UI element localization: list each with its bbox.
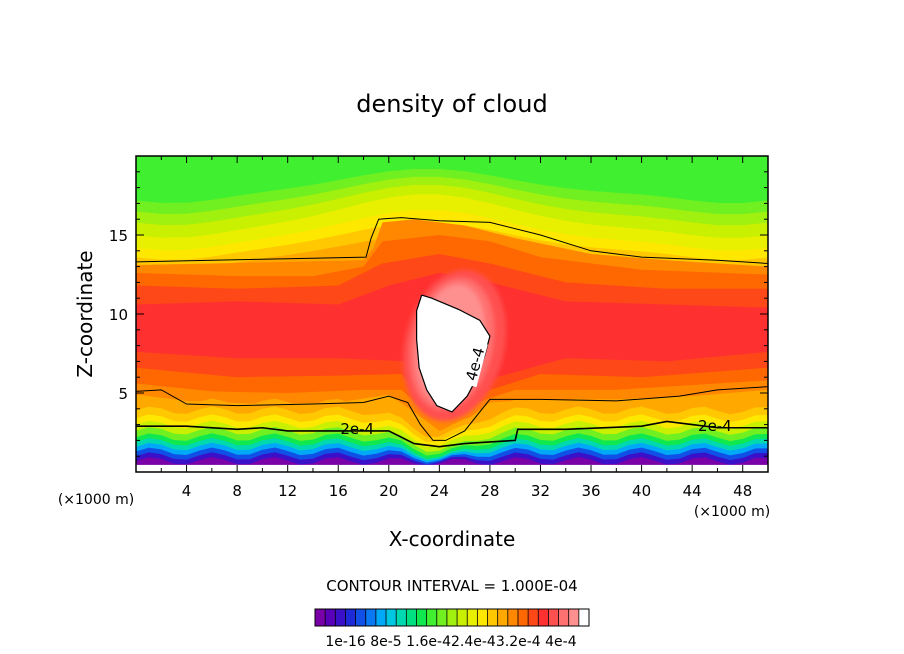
x-tick-label: 28 <box>480 482 499 500</box>
x-tick-label: 16 <box>329 482 348 500</box>
colorbar-swatch <box>487 609 498 626</box>
contour-label-bg <box>460 340 488 388</box>
contour-2e4 <box>136 420 768 448</box>
x-axis: 4 8 12 16 20 24 28 32 36 40 44 48 <box>160 156 752 500</box>
colorbar-swatch <box>457 609 468 626</box>
y-tick-label: 10 <box>109 306 128 324</box>
colorbar-swatch <box>375 609 387 626</box>
x-tick-label: 12 <box>278 482 297 500</box>
colorbar-swatch <box>517 609 529 626</box>
colorbar-frame <box>314 608 590 627</box>
colorbar-swatch <box>528 609 539 626</box>
x-unit-left: (×1000 m) <box>58 492 134 508</box>
colorbar-swatch <box>558 609 570 626</box>
x-tick-label: 48 <box>733 482 752 500</box>
contour-upper <box>136 217 768 264</box>
colorbar-swatch <box>386 609 397 626</box>
x-tick-label: 32 <box>531 482 550 500</box>
field-ground-gap <box>136 464 768 472</box>
y-axis: 5 10 15 <box>109 171 768 457</box>
colorbar-swatch <box>578 609 590 626</box>
contour-labels: 2e-4 2e-44e-4 <box>340 340 732 438</box>
colorbar-swatch <box>538 609 549 626</box>
colorbar-swatch <box>436 609 448 626</box>
colorbar-swatch <box>507 609 519 626</box>
contour-lines <box>136 217 768 448</box>
colorbar-swatch <box>548 609 559 626</box>
colorbar-swatch <box>325 609 336 626</box>
x-tick-label: 44 <box>683 482 702 500</box>
contour-4e4 <box>416 294 491 413</box>
y-tick-label: 15 <box>109 227 128 245</box>
x-tick-label: 4 <box>182 482 192 500</box>
colorbar-swatch <box>365 609 377 626</box>
colorbar-swatch <box>315 609 326 626</box>
colorbar-swatch <box>396 609 407 626</box>
x-axis-label: X-coordinate <box>389 527 516 551</box>
x-tick-label: 40 <box>632 482 651 500</box>
chart-title: density of cloud <box>356 90 547 118</box>
x-tick-label: 36 <box>581 482 600 500</box>
y-tick-label: 5 <box>118 385 128 403</box>
colorbar <box>314 608 590 627</box>
colorbar-swatch <box>477 609 488 626</box>
x-tick-label: 24 <box>430 482 449 500</box>
colorbar-swatch <box>446 609 458 626</box>
colorbar-swatch <box>497 609 509 626</box>
cloud-density-field <box>136 156 768 472</box>
contour-lower-1e4 <box>136 386 768 441</box>
colorbar-swatch <box>345 609 356 626</box>
colorbar-swatch <box>416 609 427 626</box>
x-unit-right: (×1000 m) <box>694 504 770 520</box>
contour-label: 2e-4 <box>340 420 374 438</box>
colorbar-swatch <box>406 609 417 626</box>
contour-label: 2e-4 <box>698 417 732 435</box>
colorbar-swatch <box>355 609 367 626</box>
colorbar-swatch <box>335 609 346 626</box>
colorbar-swatch <box>426 609 438 626</box>
x-tick-label: 20 <box>379 482 398 500</box>
x-tick-label: 8 <box>232 482 242 500</box>
colorbar-swatch <box>467 609 478 626</box>
y-axis-label: Z-coordinate <box>73 250 97 377</box>
colorbar-swatch <box>568 609 580 626</box>
contour-interval-text: CONTOUR INTERVAL = 1.000E-04 <box>326 577 577 595</box>
colorbar-tick-labels: 1e-16 8e-5 1.6e-42.4e-43.2e-4 4e-4 <box>325 634 576 650</box>
